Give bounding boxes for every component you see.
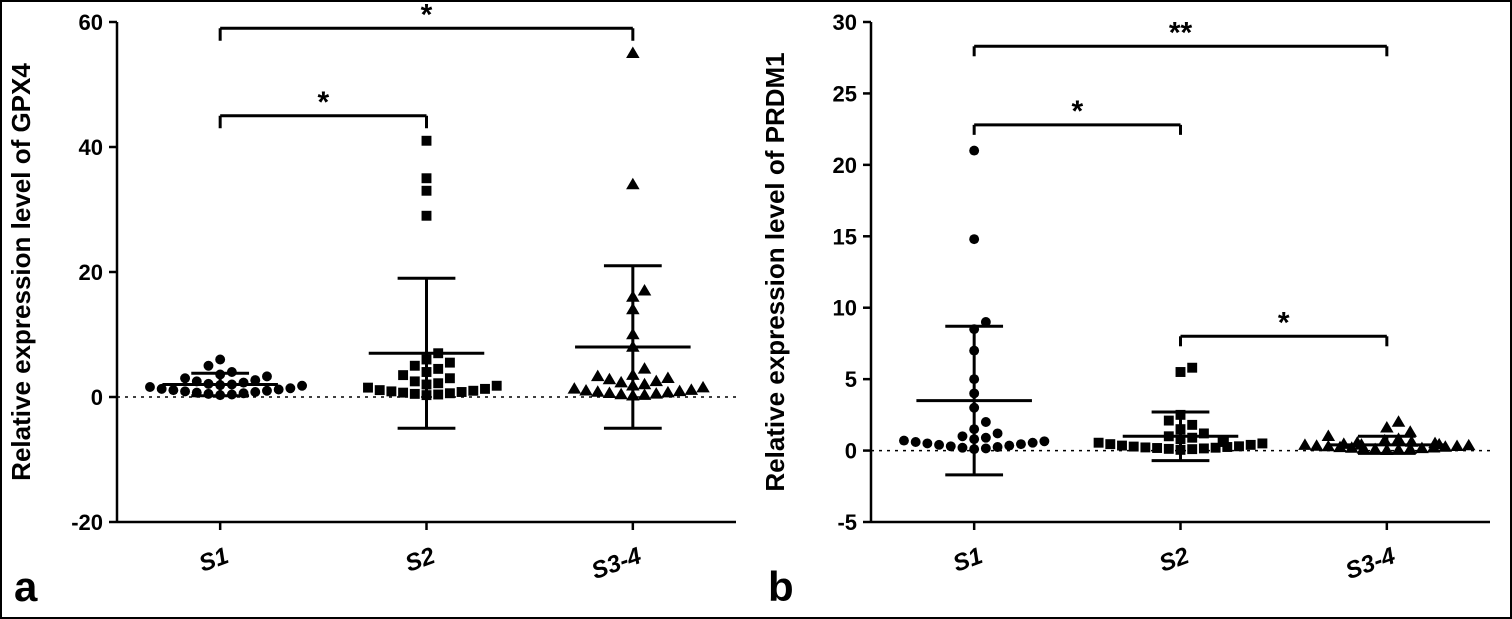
- svg-text:S3-4: S3-4: [1342, 542, 1399, 585]
- svg-text:40: 40: [79, 135, 103, 160]
- svg-text:*: *: [421, 2, 433, 31]
- figure: -20 0 20 40 60 Relative expression level of G…: [0, 0, 1512, 619]
- svg-text:15: 15: [833, 224, 857, 249]
- svg-text:0: 0: [91, 385, 103, 410]
- panel-label-b: b: [768, 563, 794, 611]
- chart-a: -20 0 20 40 60 Relative expression level of G…: [2, 2, 756, 617]
- chart-b: -5 0 5 10 15 20 25 30 Relative expression level …: [756, 2, 1510, 617]
- svg-text:S1: S1: [195, 542, 232, 577]
- panel-b: -5 0 5 10 15 20 25 30 Relative expression level …: [756, 2, 1510, 617]
- svg-text:S2: S2: [1156, 542, 1193, 578]
- svg-text:*: *: [1071, 95, 1083, 128]
- svg-text:**: **: [1169, 16, 1193, 49]
- svg-text:5: 5: [845, 367, 857, 392]
- svg-text:S3-4: S3-4: [588, 542, 645, 585]
- panel-a: -20 0 20 40 60 Relative expression level of G…: [2, 2, 756, 617]
- svg-text:*: *: [1278, 306, 1290, 339]
- svg-text:20: 20: [833, 153, 857, 178]
- svg-text:*: *: [317, 86, 329, 119]
- svg-text:0: 0: [845, 439, 857, 464]
- svg-text:-5: -5: [837, 510, 857, 535]
- svg-text:60: 60: [79, 10, 103, 35]
- svg-text:25: 25: [833, 81, 857, 106]
- svg-text:-20: -20: [71, 510, 103, 535]
- svg-text:Relative expression level of G: Relative expression level of GPX4: [6, 63, 36, 481]
- svg-text:10: 10: [833, 296, 857, 321]
- svg-text:S1: S1: [949, 542, 986, 577]
- svg-text:Relative expression level of P: Relative expression level of PRDM1: [760, 52, 790, 491]
- svg-text:S2: S2: [402, 542, 439, 578]
- svg-text:30: 30: [833, 10, 857, 35]
- svg-text:20: 20: [79, 260, 103, 285]
- panel-label-a: a: [14, 563, 37, 611]
